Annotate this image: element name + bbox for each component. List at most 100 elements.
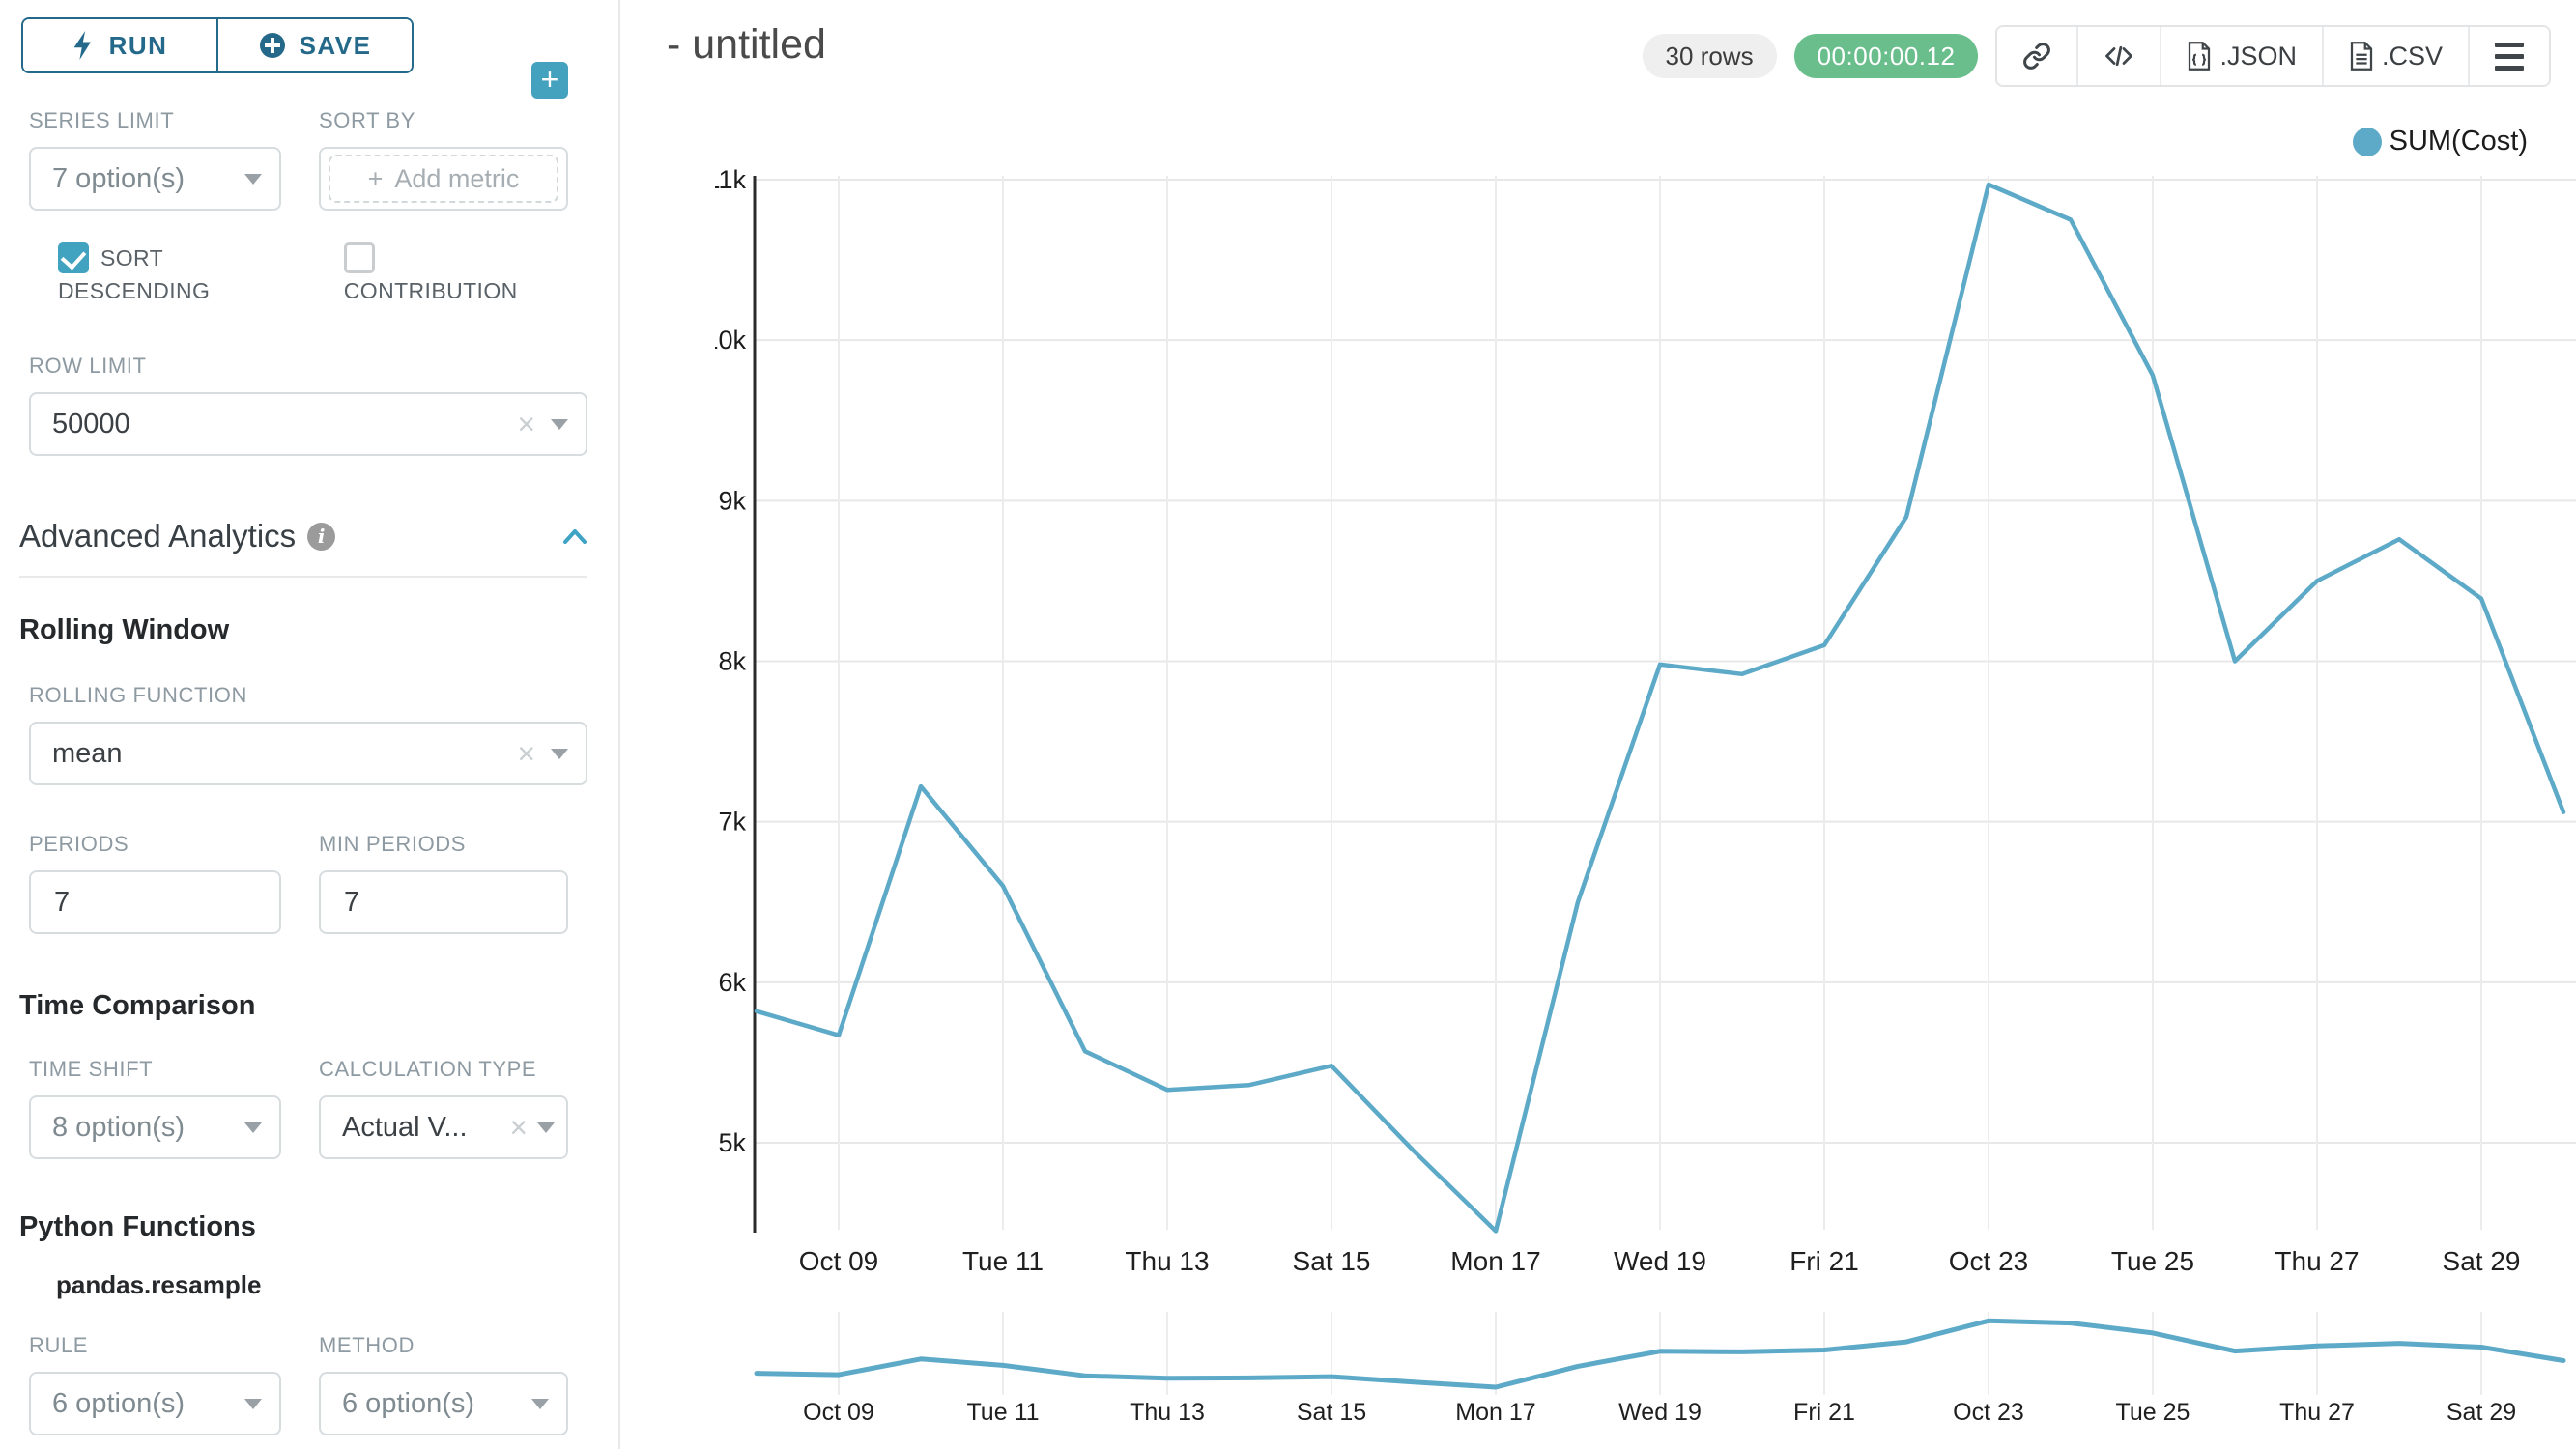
contribution-label: CONTRIBUTION — [343, 278, 518, 303]
svg-text:Thu 27: Thu 27 — [2275, 1246, 2359, 1276]
min-periods-label: MIN PERIODS — [319, 832, 467, 856]
series-limit-value: 7 option(s) — [52, 162, 186, 194]
svg-text:Tue 25: Tue 25 — [2111, 1246, 2194, 1276]
csv-file-icon — [2350, 42, 2373, 71]
min-periods-input[interactable] — [319, 870, 568, 934]
query-timer-badge: 00:00:00.12 — [1793, 34, 1979, 78]
time-shift-select[interactable]: 8 option(s) — [29, 1095, 281, 1159]
row-count-badge: 30 rows — [1642, 34, 1777, 78]
clear-icon[interactable]: × — [517, 736, 535, 771]
calculation-type-select[interactable]: Actual V... × — [319, 1095, 568, 1159]
add-metric-label: Add metric — [394, 163, 520, 193]
chart-menu-button[interactable] — [2468, 27, 2549, 85]
share-link-button[interactable] — [1997, 27, 2077, 85]
add-sort-metric-plus-button[interactable]: + — [531, 62, 568, 99]
rolling-function-field: ROLLING FUNCTION mean × — [29, 683, 587, 785]
svg-text:5k: 5k — [718, 1128, 746, 1157]
periods-input[interactable] — [29, 870, 281, 934]
time-shift-value: 8 option(s) — [52, 1111, 186, 1143]
plus-icon: + — [367, 163, 384, 193]
export-csv-button[interactable]: .CSV — [2321, 27, 2468, 85]
chart-legend[interactable]: SUM(Cost) — [2352, 126, 2528, 157]
rule-select[interactable]: 6 option(s) — [29, 1372, 281, 1435]
export-json-button[interactable]: .JSON — [2160, 27, 2322, 85]
run-button[interactable]: RUN — [23, 19, 216, 71]
chart-header-actions: 30 rows 00:00:00.12 .JSON .CSV — [1642, 25, 2551, 87]
hamburger-menu-icon — [2495, 42, 2524, 71]
sort-descending-checkbox[interactable]: SORT DESCENDING — [58, 242, 306, 307]
svg-text:Fri 21: Fri 21 — [1789, 1246, 1859, 1276]
contribution-checkbox[interactable]: CONTRIBUTION — [343, 242, 557, 307]
series-limit-field: SERIES LIMIT 7 option(s) — [29, 108, 281, 211]
row-limit-select[interactable]: 50000 × — [29, 392, 587, 456]
view-query-button[interactable] — [2076, 27, 2161, 85]
time-comparison-title: Time Comparison — [19, 990, 256, 1021]
python-functions-title: Python Functions — [19, 1211, 256, 1242]
svg-text:Tue 11: Tue 11 — [962, 1246, 1044, 1276]
calculation-type-value: Actual V... — [342, 1111, 468, 1143]
run-save-button-group: RUN SAVE — [21, 17, 414, 73]
chevron-down-icon — [537, 1122, 555, 1133]
rule-value: 6 option(s) — [52, 1387, 186, 1419]
svg-text:7k: 7k — [718, 808, 746, 837]
min-periods-field: MIN PERIODS — [319, 832, 568, 934]
svg-text:Sat 29: Sat 29 — [2443, 1246, 2521, 1276]
checkbox-unchecked-icon[interactable] — [343, 242, 375, 273]
svg-text:8k: 8k — [718, 647, 746, 676]
time-shift-label: TIME SHIFT — [29, 1057, 154, 1081]
json-file-icon — [2189, 42, 2211, 71]
rolling-function-label: ROLLING FUNCTION — [29, 683, 247, 707]
svg-text:Oct 09: Oct 09 — [803, 1399, 874, 1426]
advanced-analytics-title: Advanced Analytics — [19, 518, 297, 554]
export-button-group: .JSON .CSV — [1995, 25, 2551, 87]
run-button-label: RUN — [108, 30, 168, 60]
svg-text:Sat 15: Sat 15 — [1293, 1246, 1371, 1276]
save-button[interactable]: SAVE — [216, 19, 412, 71]
chevron-down-icon — [244, 1398, 262, 1409]
chevron-up-icon[interactable] — [562, 527, 587, 545]
svg-text:Sat 15: Sat 15 — [1297, 1399, 1366, 1426]
calculation-type-label: CALCULATION TYPE — [319, 1057, 537, 1081]
method-label: METHOD — [319, 1333, 415, 1357]
clear-icon[interactable]: × — [509, 1110, 528, 1145]
svg-text:Oct 09: Oct 09 — [799, 1246, 878, 1276]
series-limit-select[interactable]: 7 option(s) — [29, 147, 281, 211]
info-icon: i — [307, 522, 336, 551]
mini-brush-chart[interactable]: Oct 09 Tue 11 Thu 13 Sat 15 Mon 17 Wed 19 Fri … — [715, 1306, 2576, 1449]
method-value: 6 option(s) — [342, 1387, 475, 1419]
svg-text:Wed 19: Wed 19 — [1614, 1246, 1706, 1276]
method-field: METHOD 6 option(s) — [319, 1333, 568, 1435]
rule-label: RULE — [29, 1333, 89, 1357]
rolling-function-value: mean — [52, 737, 123, 769]
svg-text:Fri 21: Fri 21 — [1793, 1399, 1855, 1426]
svg-text:Thu 27: Thu 27 — [2279, 1399, 2355, 1426]
checkbox-checked-icon[interactable] — [58, 242, 89, 273]
rule-field: RULE 6 option(s) — [29, 1333, 281, 1435]
add-metric-button[interactable]: + Add metric — [329, 155, 558, 203]
export-json-label: .JSON — [2219, 41, 2297, 71]
rolling-function-select[interactable]: mean × — [29, 722, 587, 785]
section-divider — [19, 576, 587, 578]
row-limit-field: ROW LIMIT 50000 × — [29, 354, 587, 456]
row-limit-label: ROW LIMIT — [29, 354, 147, 378]
sort-by-field: SORT BY + + Add metric — [319, 62, 568, 211]
svg-text:10k: 10k — [715, 326, 746, 355]
chart-panel: - untitled 30 rows 00:00:00.12 .JSON .CS… — [620, 0, 2576, 1449]
chevron-down-icon — [531, 1398, 549, 1409]
link-icon — [2023, 43, 2051, 70]
svg-text:Sat 29: Sat 29 — [2447, 1399, 2516, 1426]
chart-title[interactable]: - untitled — [667, 21, 826, 68]
lightning-icon — [73, 31, 91, 60]
plus-circle-icon — [259, 33, 285, 58]
clear-icon[interactable]: × — [517, 407, 535, 441]
rolling-window-title: Rolling Window — [19, 614, 230, 645]
code-icon — [2105, 45, 2133, 67]
advanced-analytics-section-header[interactable]: Advanced Analytics i — [19, 518, 587, 554]
export-csv-label: .CSV — [2381, 41, 2443, 71]
calculation-type-field: CALCULATION TYPE Actual V... × — [319, 1057, 568, 1159]
main-chart[interactable]: 11k 10k 9k 8k 7k 6k 5k Oct 09 Tue 11 Thu 13 Sat 15… — [715, 155, 2576, 1306]
svg-text:Mon 17: Mon 17 — [1450, 1246, 1540, 1276]
svg-text:Thu 13: Thu 13 — [1125, 1246, 1209, 1276]
method-select[interactable]: 6 option(s) — [319, 1372, 568, 1435]
